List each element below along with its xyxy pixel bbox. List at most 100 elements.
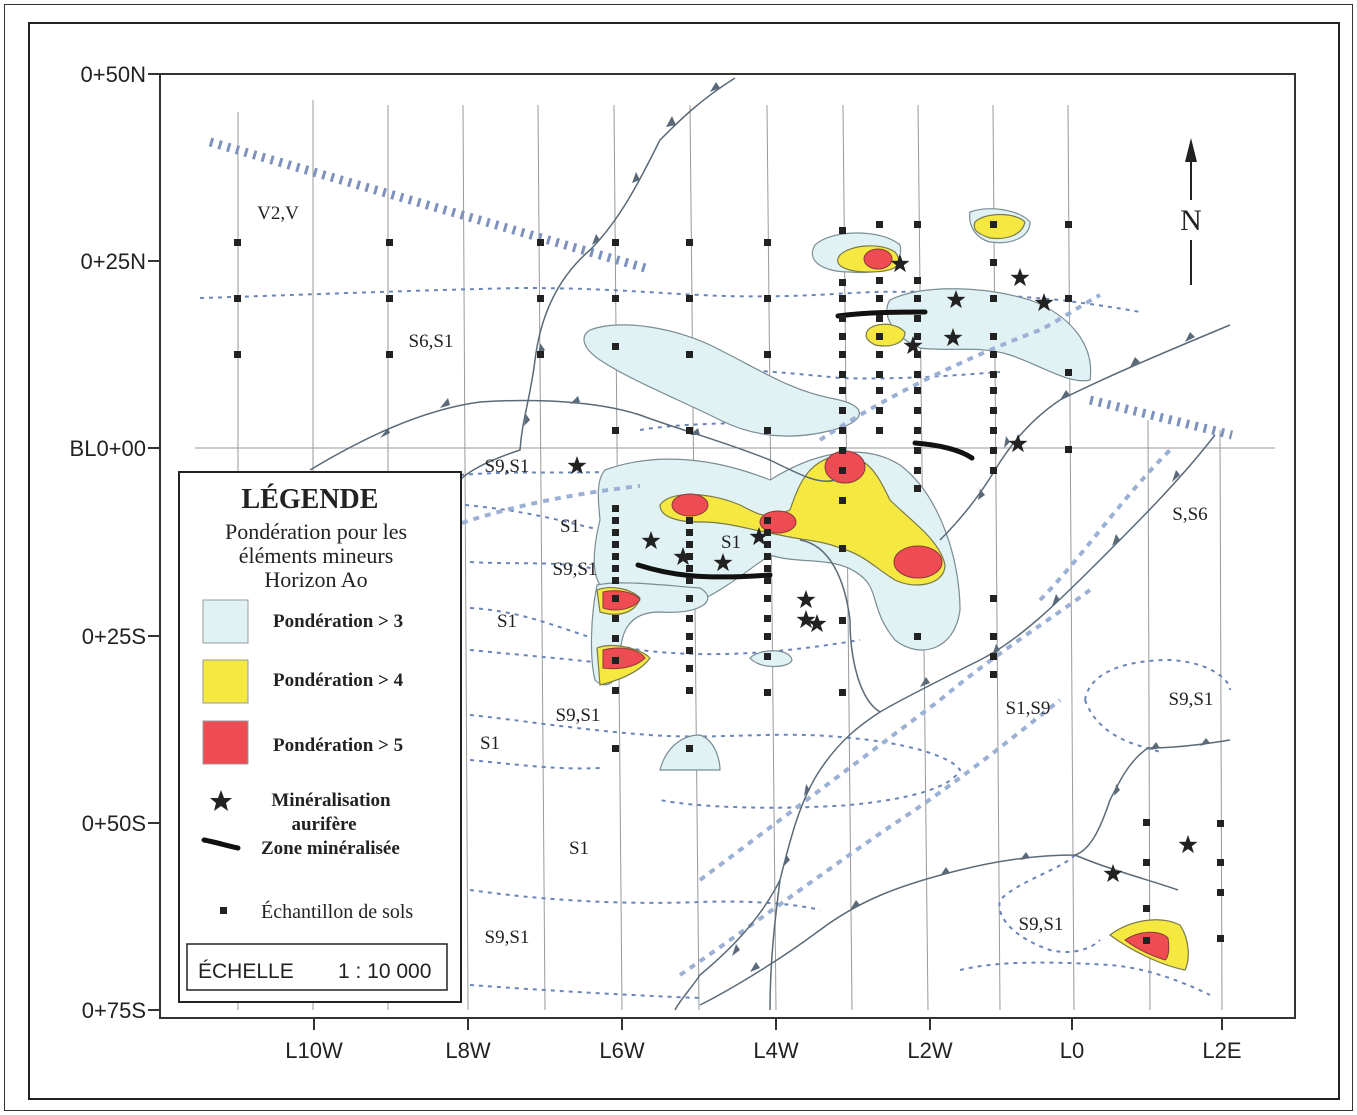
soil-sample-marker <box>686 517 693 524</box>
soil-sample-marker <box>839 227 846 234</box>
soil-sample-marker <box>839 467 846 474</box>
unit-label: S9,S1 <box>1169 689 1214 710</box>
x-ticks <box>313 1018 1223 1030</box>
soil-sample-marker <box>686 633 693 640</box>
y-ticks <box>148 73 160 1011</box>
soil-sample-marker <box>234 295 241 302</box>
soil-sample-marker <box>876 387 883 394</box>
soil-sample-marker <box>914 633 921 640</box>
legend-mineralisation-2: aurifère <box>291 814 356 835</box>
soil-sample-marker <box>990 295 997 302</box>
soil-sample-marker <box>990 427 997 434</box>
soil-sample-marker <box>914 427 921 434</box>
unit-label: S9,S1 <box>553 559 598 580</box>
unit-labels: V2,V S6,S1 S9,S1 S1 S1 S9,S1 S1 S9,S1 S1… <box>257 203 1213 948</box>
soil-sample-marker <box>686 595 693 602</box>
x-label-l4w: L4W <box>753 1038 798 1063</box>
x-label-l2w: L2W <box>907 1038 952 1063</box>
soil-sample-marker <box>914 407 921 414</box>
stream-arrows <box>380 82 1210 972</box>
unit-label: S1 <box>560 516 580 537</box>
soil-sample-marker <box>686 239 693 246</box>
soil-sample-marker <box>686 647 693 654</box>
soil-sample-marker <box>764 295 771 302</box>
soil-sample-marker <box>914 277 921 284</box>
y-label-25n: 0+25N <box>81 249 146 274</box>
soil-sample-marker <box>386 239 393 246</box>
legend-zone-label: Zone minéralisée <box>261 838 400 859</box>
legend: LÉGENDE Pondération pour les éléments mi… <box>178 471 462 1003</box>
soil-sample-marker <box>1217 889 1224 896</box>
outer-frame <box>4 4 1353 1111</box>
unit-label: S9,S1 <box>485 456 530 477</box>
unit-label: S1 <box>480 733 500 754</box>
soil-sample-marker <box>876 351 883 358</box>
soil-sample-marker <box>764 689 771 696</box>
legend-sample-icon <box>220 907 227 914</box>
gold-mineralisation-star <box>1010 268 1030 287</box>
soil-sample-marker <box>990 371 997 378</box>
unit-label: S1 <box>569 838 589 859</box>
soil-sample-marker <box>612 343 619 350</box>
legend-subtitle-1: Pondération pour les <box>225 519 407 544</box>
x-label-l6w: L6W <box>599 1038 644 1063</box>
y-label-50n: 0+50N <box>81 62 146 87</box>
soil-sample-marker <box>839 447 846 454</box>
anomaly-ponderation-5 <box>602 248 1170 961</box>
gold-mineralisation-star <box>796 590 816 609</box>
soil-sample-marker <box>612 615 619 622</box>
x-axis-labels: L10W L8W L6W L4W L2W L0 L2E <box>285 1038 1241 1063</box>
soil-sample-marker <box>1065 221 1072 228</box>
soil-sample-marker <box>1143 819 1150 826</box>
soil-sample-marker <box>234 239 241 246</box>
soil-sample-marker <box>839 351 846 358</box>
soil-sample-marker <box>686 745 693 752</box>
soil-sample-marker <box>990 467 997 474</box>
soil-sample-marker <box>914 447 921 454</box>
gold-mineralisation-star <box>641 531 661 550</box>
north-arrow: N <box>1180 138 1202 285</box>
soil-sample-marker <box>537 351 544 358</box>
soil-sample-marker <box>839 617 846 624</box>
soil-sample-marker <box>764 553 771 560</box>
soil-sample-marker <box>990 595 997 602</box>
soil-sample-marker <box>686 529 693 536</box>
unit-label: V2,V <box>257 203 299 224</box>
soil-sample-marker <box>686 351 693 358</box>
soil-sample-marker <box>914 351 921 358</box>
soil-sample-marker <box>612 427 619 434</box>
faults <box>208 137 1234 440</box>
gold-mineralisation-star <box>796 610 816 629</box>
y-label-75s: 0+75S <box>82 998 146 1023</box>
soil-sample-marker <box>764 565 771 572</box>
soil-sample-marker <box>686 565 693 572</box>
soil-sample-marker <box>990 259 997 266</box>
soil-sample-marker <box>1143 937 1150 944</box>
legend-label-4: Pondération > 4 <box>273 670 404 691</box>
soil-sample-marker <box>990 633 997 640</box>
soil-sample-marker <box>764 517 771 524</box>
soil-sample-marker <box>914 315 921 322</box>
soil-sample-marker <box>990 671 997 678</box>
y-label-baseline: BL0+00 <box>70 436 146 461</box>
soil-samples <box>234 221 1224 944</box>
scale-value: 1 : 10 000 <box>338 960 431 983</box>
soil-sample-marker <box>1217 935 1224 942</box>
unit-label: S1 <box>721 532 741 553</box>
unit-label: S,S6 <box>1172 504 1207 525</box>
scale-label: ÉCHELLE <box>198 960 294 983</box>
soil-sample-marker <box>839 387 846 394</box>
soil-sample-marker <box>764 529 771 536</box>
soil-sample-marker <box>386 295 393 302</box>
soil-sample-marker <box>990 447 997 454</box>
soil-sample-marker <box>914 333 921 340</box>
soil-sample-marker <box>612 529 619 536</box>
legend-star-icon <box>210 790 232 811</box>
unit-label: S9,S1 <box>485 927 530 948</box>
legend-subtitle-3: Horizon Ao <box>264 567 367 592</box>
soil-sample-marker <box>914 221 921 228</box>
soil-sample-marker <box>686 553 693 560</box>
map-frame <box>159 73 1296 1019</box>
soil-sample-marker <box>386 351 393 358</box>
soil-sample-marker <box>914 387 921 394</box>
